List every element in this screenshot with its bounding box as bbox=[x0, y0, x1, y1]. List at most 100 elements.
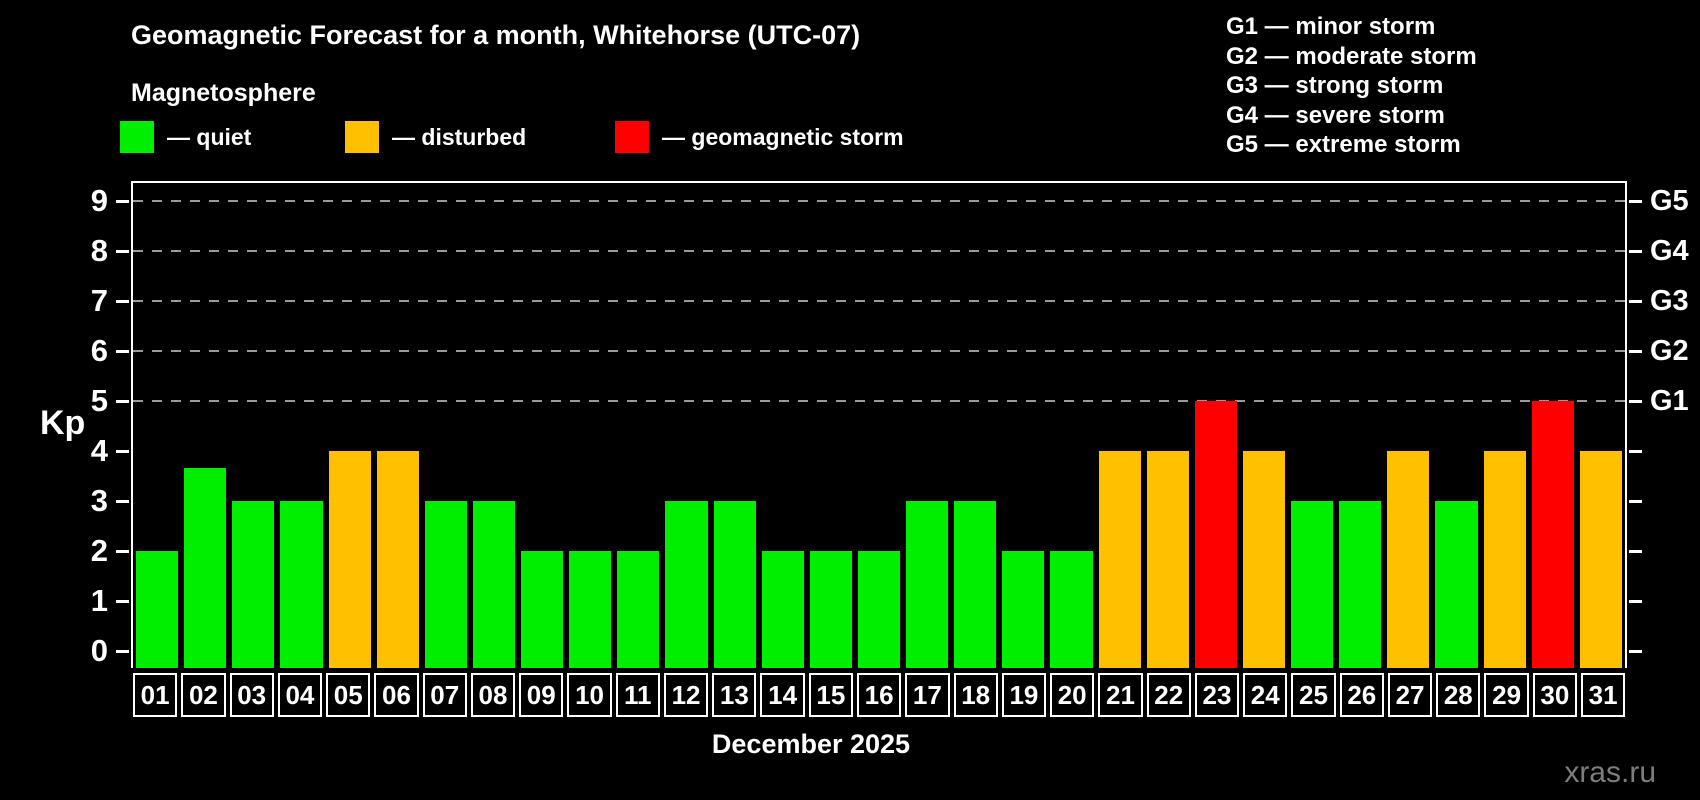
left-tick-kp7 bbox=[116, 300, 129, 303]
day-label-25: 25 bbox=[1291, 673, 1336, 717]
day-label-12: 12 bbox=[663, 673, 709, 717]
chart-title: Geomagnetic Forecast for a month, Whiteh… bbox=[131, 20, 861, 50]
y-tick-label-3: 3 bbox=[90, 483, 108, 518]
legend-label-quiet: — quiet bbox=[167, 123, 252, 150]
day-label-26: 26 bbox=[1339, 673, 1384, 717]
right-tick-kp1 bbox=[1629, 600, 1642, 603]
bar-day-10 bbox=[569, 551, 612, 668]
left-tick-kp1 bbox=[116, 600, 129, 603]
right-tick-kp5 bbox=[1629, 400, 1642, 403]
day-label-20: 20 bbox=[1050, 673, 1095, 717]
y-axis-title: Kp bbox=[40, 404, 86, 442]
bar-day-03 bbox=[232, 501, 275, 668]
bar-day-25 bbox=[1291, 501, 1334, 668]
day-label-17: 17 bbox=[905, 673, 950, 717]
bar-day-17 bbox=[906, 501, 949, 668]
y-tick-label-0: 0 bbox=[90, 633, 108, 668]
bar-day-22 bbox=[1146, 451, 1189, 668]
day-label-16: 16 bbox=[856, 673, 902, 717]
right-tick-kp7 bbox=[1629, 300, 1642, 303]
day-label-10: 10 bbox=[567, 673, 612, 717]
bar-day-13 bbox=[713, 501, 756, 668]
day-label-22: 22 bbox=[1146, 673, 1191, 717]
gridline-kp5 bbox=[133, 400, 1625, 402]
left-tick-kp4 bbox=[116, 450, 129, 453]
status-legend: — quiet — disturbed — geomagnetic storm bbox=[0, 121, 1700, 157]
gridline-kp6 bbox=[133, 350, 1625, 352]
day-label-03: 03 bbox=[229, 673, 274, 717]
left-tick-kp9 bbox=[116, 200, 129, 203]
left-tick-kp3 bbox=[116, 500, 129, 503]
y-tick-label-5: 5 bbox=[90, 383, 108, 418]
gridline-kp7 bbox=[133, 300, 1625, 302]
legend-swatch-storm bbox=[615, 121, 649, 153]
bar-day-24 bbox=[1242, 451, 1286, 668]
x-axis-day-labels: 01 02 03 04 05 06 07 08 09 10 11 12 13 14 15 16 17 18 19 20… bbox=[131, 673, 1627, 717]
bar-day-05 bbox=[328, 451, 371, 668]
g-scale-label-g1: G1 bbox=[1650, 385, 1689, 417]
g-scale-label-g5: G5 bbox=[1650, 185, 1689, 217]
bar-day-16 bbox=[857, 551, 901, 668]
day-label-14: 14 bbox=[760, 673, 805, 717]
storm-scale-item-g4: G4 — severe storm bbox=[1226, 101, 1445, 129]
gridline-kp9 bbox=[133, 200, 1625, 202]
bar-day-23 bbox=[1194, 401, 1237, 668]
g-scale-label-g3: G3 bbox=[1650, 285, 1689, 317]
y-tick-label-7: 7 bbox=[90, 283, 108, 318]
day-label-27: 27 bbox=[1387, 673, 1433, 717]
legend-item-storm: — geomagnetic storm bbox=[615, 121, 904, 153]
legend-item-disturbed: — disturbed bbox=[345, 121, 526, 153]
storm-scale-item-g5: G5 — extreme storm bbox=[1226, 131, 1461, 158]
bar-day-08 bbox=[472, 501, 516, 668]
storm-scale-item-g1: G1 — minor storm bbox=[1226, 13, 1436, 40]
day-label-29: 29 bbox=[1484, 673, 1529, 717]
left-tick-kp2 bbox=[116, 550, 129, 553]
magnetosphere-label: Magnetosphere bbox=[131, 79, 316, 107]
day-label-01: 01 bbox=[133, 673, 178, 717]
y-tick-label-4: 4 bbox=[90, 433, 108, 468]
right-tick-kp2 bbox=[1629, 550, 1642, 553]
day-label-13: 13 bbox=[712, 673, 757, 717]
day-label-05: 05 bbox=[326, 673, 371, 717]
legend-label-disturbed: — disturbed bbox=[392, 123, 527, 150]
watermark: xras.ru bbox=[1564, 756, 1656, 789]
day-label-15: 15 bbox=[808, 673, 853, 717]
right-tick-kp6 bbox=[1629, 350, 1642, 353]
right-tick-kp8 bbox=[1629, 250, 1642, 253]
left-tick-kp8 bbox=[116, 250, 129, 253]
bar-day-04 bbox=[280, 501, 323, 668]
bar-day-14 bbox=[761, 551, 804, 668]
g-scale-label-g2: G2 bbox=[1650, 335, 1689, 367]
y-tick-label-1: 1 bbox=[90, 583, 108, 618]
bar-day-26 bbox=[1339, 501, 1382, 668]
bar-day-19 bbox=[1002, 551, 1045, 668]
left-tick-kp6 bbox=[116, 350, 129, 353]
right-tick-kp0 bbox=[1629, 650, 1642, 653]
bar-day-06 bbox=[376, 451, 419, 668]
day-label-31: 31 bbox=[1580, 673, 1626, 717]
plot-area: 0 1 2 3 4 5 6 7 8 9 G1 G2 G3 G4 G5 bbox=[91, 181, 1689, 668]
gridline-kp8 bbox=[133, 250, 1625, 252]
bar-day-01 bbox=[136, 551, 179, 668]
bar-day-09 bbox=[521, 551, 564, 668]
x-axis-title: December 2025 bbox=[711, 729, 911, 759]
bar-day-11 bbox=[617, 551, 660, 668]
day-label-07: 07 bbox=[422, 673, 467, 717]
bar-day-15 bbox=[809, 551, 852, 668]
y-tick-label-8: 8 bbox=[90, 233, 108, 268]
day-label-08: 08 bbox=[470, 673, 516, 717]
bar-day-29 bbox=[1483, 451, 1526, 668]
bar-day-31 bbox=[1579, 451, 1622, 668]
day-label-23: 23 bbox=[1194, 673, 1240, 717]
day-label-19: 19 bbox=[1001, 673, 1047, 717]
bar-day-20 bbox=[1050, 551, 1093, 668]
bar-day-27 bbox=[1387, 451, 1430, 668]
left-tick-kp5 bbox=[116, 400, 129, 403]
right-tick-kp9 bbox=[1629, 200, 1642, 203]
day-label-06: 06 bbox=[374, 673, 419, 717]
day-label-24: 24 bbox=[1243, 673, 1288, 717]
day-label-02: 02 bbox=[181, 673, 226, 717]
bar-day-18 bbox=[954, 501, 997, 668]
bar-day-28 bbox=[1435, 501, 1478, 668]
